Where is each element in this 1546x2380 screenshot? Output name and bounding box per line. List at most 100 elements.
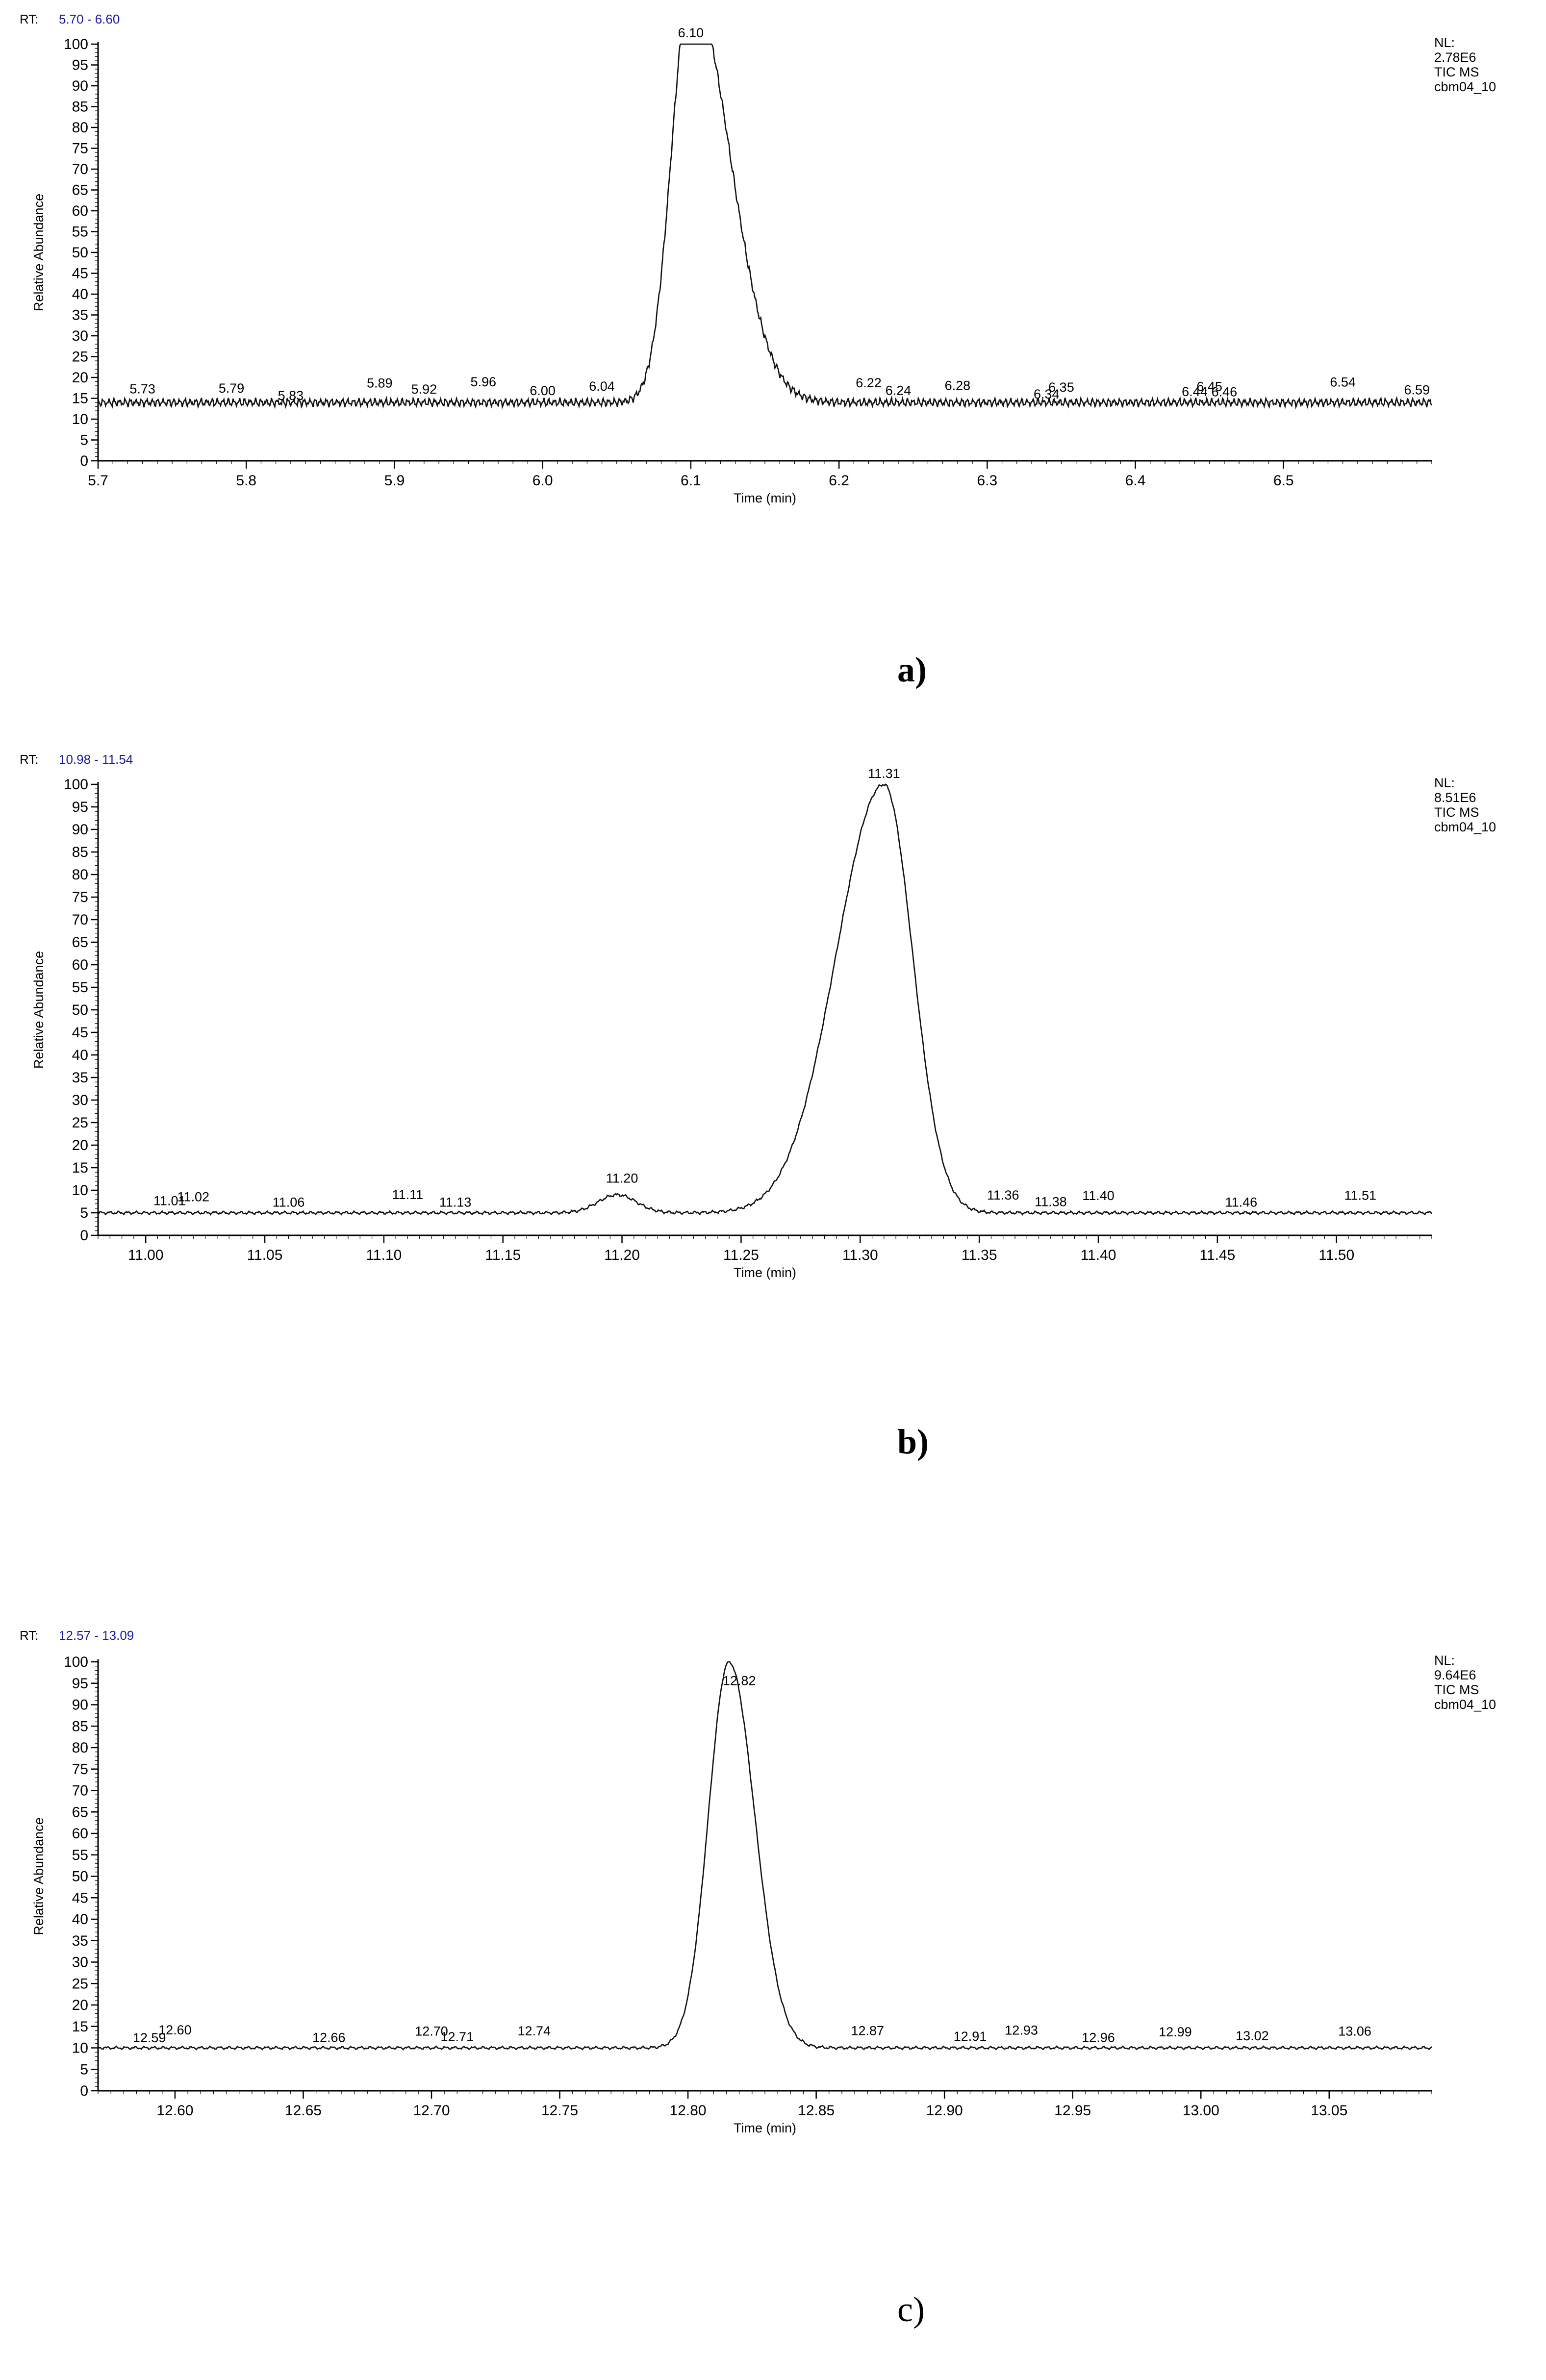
peak-label: 11.36 (987, 1188, 1019, 1203)
rt-range: 12.57 - 13.09 (59, 1628, 134, 1643)
x-tick-label: 6.3 (977, 473, 997, 489)
peak-label: 11.51 (1344, 1188, 1377, 1203)
y-tick-label: 10 (72, 411, 88, 427)
peak-label: 6.54 (1330, 375, 1356, 389)
peak-label: 6.22 (856, 376, 882, 390)
rt-prefix: RT: (20, 752, 39, 767)
peak-label: 5.79 (219, 381, 245, 396)
y-tick-label: 45 (72, 266, 88, 282)
peak-label: 11.06 (273, 1195, 305, 1209)
x-tick-label: 12.80 (670, 2103, 707, 2119)
peak-label: 12.60 (158, 2023, 192, 2037)
x-axis-label: Time (min) (734, 2121, 796, 2135)
peak-label: 12.70 (415, 2024, 448, 2039)
x-tick-label: 11.25 (723, 1247, 759, 1263)
nl-line: cbm04_10 (1434, 1697, 1496, 1712)
peak-label: 6.59 (1404, 383, 1430, 398)
rt-range: 10.98 - 11.54 (59, 752, 133, 767)
y-tick-label: 60 (72, 203, 88, 219)
y-tick-label: 0 (80, 453, 88, 469)
y-tick-label: 70 (72, 161, 88, 177)
y-tick-label: 60 (72, 1826, 88, 1842)
peak-label: 11.02 (177, 1190, 210, 1204)
x-tick-label: 11.20 (604, 1247, 640, 1263)
y-tick-label: 25 (72, 1976, 88, 1992)
x-tick-label: 12.90 (926, 2103, 963, 2119)
y-tick-label: 40 (72, 1911, 88, 1928)
peak-label: 12.66 (312, 2030, 346, 2045)
x-tick-label: 12.60 (156, 2103, 193, 2119)
peak-label: 5.89 (367, 376, 393, 391)
y-tick-label: 100 (64, 36, 88, 52)
y-tick-label: 10 (72, 1182, 88, 1199)
nl-line: TIC MS (1434, 1682, 1479, 1697)
y-tick-label: 15 (72, 391, 88, 407)
x-tick-label: 11.05 (247, 1247, 283, 1263)
y-tick-label: 20 (72, 1997, 88, 2013)
y-tick-label: 55 (72, 979, 88, 996)
y-tick-label: 0 (80, 1228, 88, 1244)
y-tick-label: 0 (80, 2083, 88, 2099)
y-tick-label: 45 (72, 1890, 88, 1906)
peak-label: 6.28 (945, 378, 971, 393)
peak-label: 6.45 (1196, 379, 1222, 394)
nl-line: TIC MS (1434, 805, 1479, 820)
y-tick-label: 50 (72, 1869, 88, 1885)
y-tick-label: 75 (72, 1761, 88, 1778)
x-tick-label: 12.65 (285, 2103, 322, 2119)
peak-label: 6.00 (530, 383, 556, 398)
x-tick-label: 11.10 (366, 1247, 402, 1263)
nl-line: 8.51E6 (1434, 790, 1476, 805)
y-tick-label: 5 (80, 2061, 88, 2078)
nl-line: NL: (1434, 776, 1455, 790)
x-tick-label: 12.70 (413, 2103, 450, 2119)
y-tick-label: 80 (72, 120, 88, 136)
y-tick-label: 65 (72, 1804, 88, 1820)
y-tick-label: 5 (80, 432, 88, 449)
y-tick-label: 15 (72, 2019, 88, 2035)
x-tick-label: 13.05 (1311, 2103, 1347, 2119)
x-tick-label: 6.4 (1125, 473, 1146, 489)
y-tick-label: 70 (72, 912, 88, 928)
rt-prefix: RT: (20, 1628, 39, 1643)
peak-label: 12.99 (1159, 2025, 1192, 2039)
x-tick-label: 5.9 (384, 473, 405, 489)
x-tick-label: 6.5 (1273, 473, 1294, 489)
y-tick-label: 95 (72, 1676, 88, 1692)
nl-line: NL: (1434, 35, 1455, 50)
x-tick-label: 6.1 (681, 473, 701, 489)
x-tick-label: 11.15 (485, 1247, 521, 1263)
y-tick-label: 30 (72, 328, 88, 344)
peak-label: 12.71 (441, 2029, 474, 2044)
panel-label: b) (897, 1422, 929, 1461)
peak-label: 11.01 (153, 1193, 186, 1208)
y-tick-label: 35 (72, 1933, 88, 1949)
peak-label: 13.06 (1338, 2024, 1371, 2039)
y-tick-label: 10 (72, 2040, 88, 2056)
y-tick-label: 90 (72, 78, 88, 94)
peak-label: 5.92 (411, 382, 437, 397)
peak-label: 13.02 (1236, 2029, 1269, 2043)
y-axis-label: Relative Abundance (31, 951, 46, 1069)
y-tick-label: 100 (64, 1654, 88, 1670)
nl-line: 2.78E6 (1434, 50, 1476, 65)
y-tick-label: 30 (72, 1954, 88, 1971)
x-tick-label: 6.2 (829, 473, 849, 489)
x-axis-label: Time (min) (734, 1265, 796, 1280)
x-tick-label: 11.35 (962, 1247, 997, 1263)
x-axis-label: Time (min) (734, 491, 796, 505)
y-tick-label: 55 (72, 1847, 88, 1863)
peak-label: 6.34 (1034, 387, 1060, 401)
x-tick-label: 5.8 (236, 473, 256, 489)
nl-line: cbm04_10 (1434, 820, 1496, 834)
nl-line: NL: (1434, 1653, 1455, 1668)
x-tick-label: 12.75 (541, 2103, 578, 2119)
y-tick-label: 50 (72, 1002, 88, 1018)
peak-label: 12.96 (1082, 2030, 1115, 2045)
x-tick-label: 11.50 (1318, 1247, 1354, 1263)
y-tick-label: 60 (72, 957, 88, 973)
y-tick-label: 50 (72, 245, 88, 261)
y-tick-label: 65 (72, 182, 88, 199)
